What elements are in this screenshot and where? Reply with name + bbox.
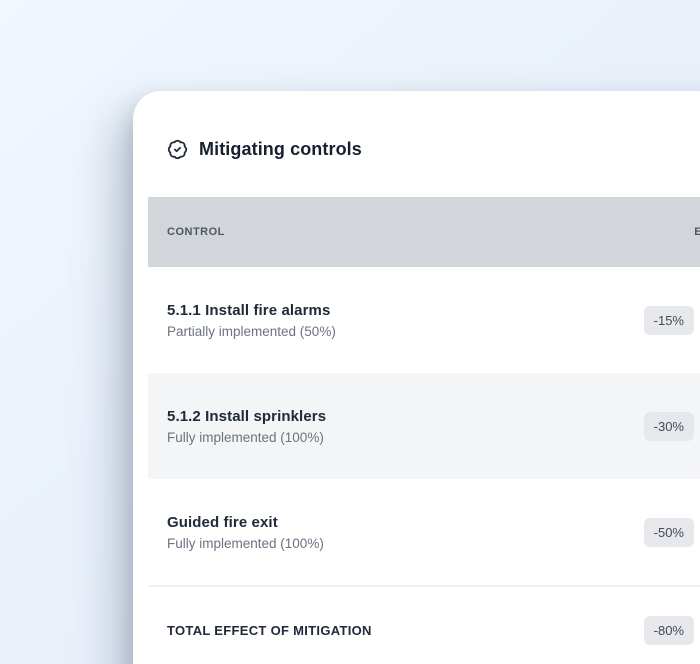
mitigating-controls-card: Mitigating controls CONTROL EFFECT 5.1.1… (133, 91, 700, 664)
badge-check-icon (167, 139, 188, 160)
column-header-effect: EFFECT (694, 226, 700, 238)
table-row-fire-alarms: 5.1.1 Install fire alarms Partially impl… (148, 267, 700, 373)
control-status: Fully implemented (100%) (167, 429, 324, 445)
control-status: Partially implemented (50%) (167, 323, 336, 339)
control-status: Fully implemented (100%) (167, 535, 324, 551)
effect-percent-badge: -50% (643, 517, 694, 547)
column-header-control: CONTROL (167, 226, 225, 238)
effect-percent-badge: -15% (643, 305, 694, 335)
total-label: TOTAL EFFECT OF MITIGATION (167, 622, 372, 638)
table-row-sprinklers: 5.1.2 Install sprinklers Fully implement… (148, 373, 700, 479)
total-effect-row: TOTAL EFFECT OF MITIGATION -80% -8.0 (148, 587, 700, 664)
total-percent-badge: -80% (643, 615, 694, 645)
table-row-guided-fire-exit: Guided fire exit Fully implemented (100%… (148, 479, 700, 585)
page-title: Mitigating controls (199, 139, 362, 159)
control-name: Guided fire exit (167, 513, 278, 531)
card-header: Mitigating controls (133, 91, 700, 197)
controls-table: CONTROL EFFECT 5.1.1 Install fire alarms… (148, 197, 700, 664)
total-separator (148, 585, 700, 587)
table-header-row: CONTROL EFFECT (148, 197, 700, 267)
control-name: 5.1.1 Install fire alarms (167, 301, 331, 319)
effect-percent-badge: -30% (643, 411, 694, 441)
control-name: 5.1.2 Install sprinklers (167, 407, 327, 425)
